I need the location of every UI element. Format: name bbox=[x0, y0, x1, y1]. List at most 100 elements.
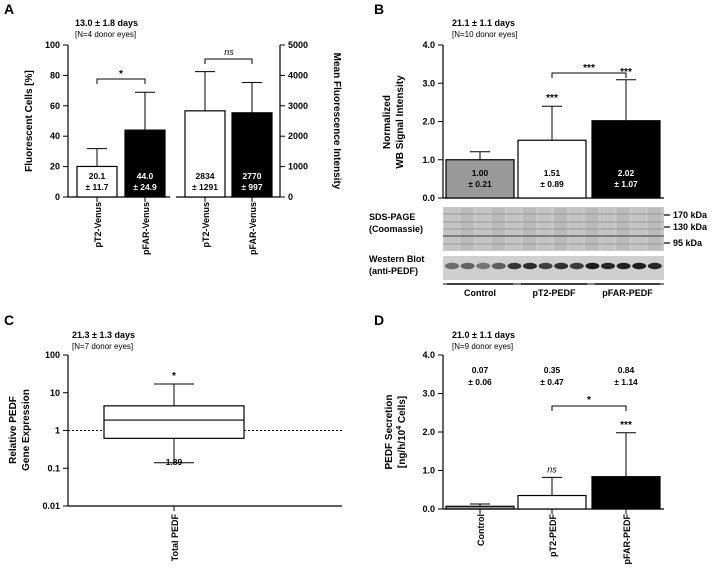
panel-a-right-bar-0 bbox=[184, 110, 226, 198]
panel-a-left-tick-label: 0 bbox=[55, 192, 60, 202]
wb-band bbox=[507, 262, 522, 270]
panel-a-left-ticks: 0 20 40 60 80 100 bbox=[45, 40, 68, 202]
panel-d-bars: Control pT2-PEDF ns pFAR-PEDF *** 0.07 ± 0.06 0… bbox=[445, 365, 661, 565]
panel-d-bracket bbox=[551, 405, 627, 411]
wb-band bbox=[585, 262, 600, 270]
panel-b-header: 21.1 ± 1.1 days bbox=[452, 18, 515, 28]
panel-c-tick-label: 10 bbox=[50, 388, 60, 398]
panel-d-category-1: pT2-PEDF bbox=[548, 514, 558, 558]
panel-a-left-tick-label: 40 bbox=[50, 131, 60, 141]
panel-c-tick-label: 1 bbox=[55, 426, 60, 436]
wb-label-line2: (anti-PEDF) bbox=[369, 266, 418, 276]
panel-d-bar-2-sig: *** bbox=[620, 420, 632, 431]
panel-a-right-tick-label: 3000 bbox=[288, 101, 308, 111]
panel-d-error-1: ± 0.47 bbox=[540, 377, 564, 387]
panel-c: C 21.3 ± 1.3 days [N=7 donor eyes] 0.010… bbox=[4, 312, 342, 561]
panel-b-tick-label: 4.0 bbox=[422, 40, 435, 50]
panel-d-bracket-sig: * bbox=[587, 395, 591, 406]
wb-band bbox=[491, 262, 506, 270]
panel-b-bar-1-error: ± 0.89 bbox=[540, 179, 564, 189]
panel-d: D 21.0 ± 1.1 days [N=9 donor eyes] 0.0 1.… bbox=[374, 312, 664, 565]
wb-band bbox=[601, 262, 615, 270]
panel-a-left-bar-1-error: ± 24.9 bbox=[133, 182, 157, 192]
panel-d-bar-1 bbox=[517, 494, 587, 510]
panel-a-subheader: [N=4 donor eyes] bbox=[75, 30, 136, 39]
panel-b-tick-label: 0.0 bbox=[422, 193, 435, 203]
panel-a-right-bracket bbox=[204, 58, 253, 64]
panel-a-right-category-1: pFAR-Venus bbox=[248, 202, 258, 255]
panel-c-subheader: [N=7 donor eyes] bbox=[72, 342, 133, 351]
panel-c-header: 21.3 ± 1.3 days bbox=[72, 330, 135, 340]
panel-a-bars: 20.1± 11.7 pT2-Venus 44.0± 24.9 pFAR-Venus 2… bbox=[76, 71, 273, 255]
panel-b-tick-label: 3.0 bbox=[422, 78, 435, 88]
panel-c-boxplot bbox=[68, 383, 342, 464]
panel-a: A 13.0 ± 1.8 days [N=4 donor eyes] 0 20 40… bbox=[4, 1, 342, 255]
panel-a-right-bar-1-error: ± 997 bbox=[241, 182, 262, 192]
panel-a-right-tick-label: 0 bbox=[288, 192, 293, 202]
panel-b-bracket bbox=[551, 72, 627, 78]
wb-band bbox=[445, 262, 459, 270]
panel-b-bar-1 bbox=[517, 139, 587, 199]
panel-d-tick-label: 0.0 bbox=[422, 504, 435, 514]
panel-a-right-category-0: pT2-Venus bbox=[201, 202, 211, 248]
panel-c-ticks: 0.01 0.1 1 10 100 bbox=[42, 350, 68, 511]
kda-marker-label: 95 kDa bbox=[673, 238, 703, 248]
panel-d-bar-1-sig: ns bbox=[547, 464, 557, 474]
panel-a-left-sig: * bbox=[119, 69, 123, 80]
panel-d-tick-label: 1.0 bbox=[422, 466, 435, 476]
panel-d-tick-label: 3.0 bbox=[422, 389, 435, 399]
panel-d-letter: D bbox=[374, 312, 384, 328]
panel-b-bar-2-error: ± 1.07 bbox=[614, 179, 638, 189]
panel-b-bar-0-value: 1.00 bbox=[472, 168, 489, 178]
panel-a-right-tick-label: 1000 bbox=[288, 162, 308, 172]
blot-group-labels: Control pT2-PEDF pFAR-PEDF bbox=[447, 283, 660, 298]
panel-b-bar-1-value: 1.51 bbox=[544, 168, 561, 178]
panel-a-left-bar-0 bbox=[76, 165, 118, 198]
wb-band bbox=[460, 262, 475, 270]
sds-gel-bands bbox=[443, 208, 664, 250]
wb-band bbox=[647, 262, 662, 270]
panel-a-right-bar-1-value: 2770 bbox=[243, 171, 262, 181]
panel-d-ylabel-main: [ng/h/10 bbox=[397, 429, 408, 468]
panel-c-value-label: 1.89 bbox=[166, 457, 183, 467]
panel-d-category-0: Control bbox=[476, 514, 486, 546]
panel-b-bar-2 bbox=[591, 120, 661, 199]
panel-d-category-2: pFAR-PEDF bbox=[622, 514, 632, 565]
panel-c-tick-label: 0.1 bbox=[47, 463, 60, 473]
panel-b-letter: B bbox=[374, 1, 384, 17]
western-blot-bands bbox=[445, 262, 662, 270]
panel-a-left-tick-label: 100 bbox=[45, 40, 60, 50]
panel-b-tick-label: 2.0 bbox=[422, 117, 435, 127]
wb-band bbox=[616, 262, 631, 270]
sds-label-line2: (Coomassie) bbox=[369, 224, 423, 234]
panel-d-header: 21.0 ± 1.1 days bbox=[452, 330, 515, 340]
wb-band bbox=[523, 262, 537, 270]
panel-a-left-category-1: pFAR-Venus bbox=[141, 202, 151, 255]
sds-label-line1: SDS-PAGE bbox=[369, 212, 415, 222]
panel-a-left-tick-label: 80 bbox=[50, 70, 60, 80]
panel-a-right-ylabel: Mean Fluorescence Intensity bbox=[331, 53, 342, 190]
panel-b: B 21.1 ± 1.1 days [N=10 donor eyes] 0.0 1… bbox=[369, 1, 708, 298]
panel-a-right-bar-0-error: ± 1291 bbox=[192, 182, 218, 192]
panel-c-tick-label: 100 bbox=[45, 350, 60, 360]
panel-b-bracket-sig: *** bbox=[583, 63, 595, 74]
panel-a-right-sig: ns bbox=[224, 47, 234, 57]
panel-d-error-2: ± 1.14 bbox=[614, 377, 638, 387]
panel-a-left-ylabel: Fluorescent Cells [%] bbox=[24, 70, 35, 172]
panel-d-value-2: 0.84 bbox=[618, 365, 635, 375]
panel-a-right-ticks: 0 1000 2000 3000 4000 5000 bbox=[280, 40, 308, 202]
panel-a-letter: A bbox=[4, 1, 14, 17]
blot-group-label: Control bbox=[464, 288, 496, 298]
panel-c-sig: * bbox=[172, 371, 176, 382]
panel-d-bar-0 bbox=[445, 505, 515, 510]
panel-d-tick-label: 2.0 bbox=[422, 427, 435, 437]
panel-a-left-bar-0-value: 20.1 bbox=[89, 171, 106, 181]
panel-b-bar-0-error: ± 0.21 bbox=[468, 179, 492, 189]
panel-b-bars: 1.00± 0.21 1.51± 0.89 *** 2.02± 1.07 *** bbox=[445, 67, 661, 199]
blot-group-label: pFAR-PEDF bbox=[602, 288, 653, 298]
wb-band bbox=[476, 262, 491, 270]
blot-group-label: pT2-PEDF bbox=[532, 288, 576, 298]
panel-b-tick-label: 1.0 bbox=[422, 155, 435, 165]
kda-markers: 170 kDa 130 kDa 95 kDa bbox=[664, 210, 708, 248]
panel-b-bar-2-sig: *** bbox=[620, 67, 632, 78]
